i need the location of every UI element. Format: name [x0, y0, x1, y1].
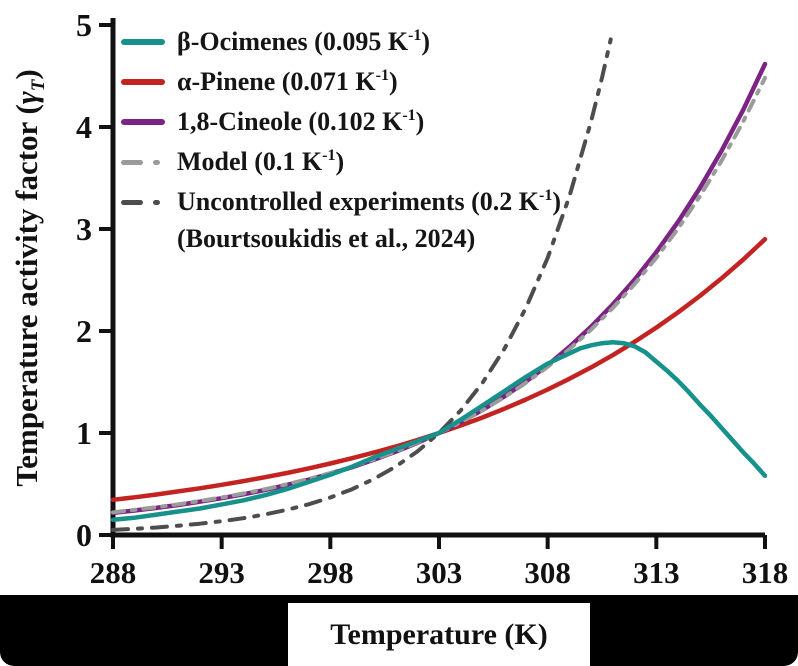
swatch-bar: [121, 119, 165, 125]
superscript: -1: [408, 27, 422, 44]
legend-item-uncontrolled-experiments-bourt: Uncontrolled experiments (0.2 K-1): [121, 182, 561, 222]
line-swatch: [121, 79, 167, 85]
legend-item-ocimenes: β-Ocimenes (0.095 K-1): [121, 22, 561, 62]
legend-item-model: Model (0.1 K-1): [121, 142, 561, 182]
y-tick-label: 0: [76, 517, 92, 553]
caption-bar: Temperature (K): [0, 595, 798, 666]
dashdot-line-swatch: [121, 159, 167, 165]
superscript: -1: [322, 147, 336, 164]
legend-label: β-Ocimenes (0.095 K-1): [177, 27, 431, 56]
y-axis-title-text: Temperature activity factor (: [9, 104, 44, 487]
line-swatch: [121, 119, 167, 125]
x-axis-title: Temperature (K): [330, 617, 548, 651]
legend-item-pinene: α-Pinene (0.071 K-1): [121, 62, 561, 102]
x-tick-label: 288: [90, 555, 137, 590]
swatch-bar: [121, 79, 165, 85]
swatch-dash: [121, 159, 143, 165]
y-axis-title-close: ): [9, 69, 44, 80]
x-tick-label: 298: [307, 555, 354, 590]
line-swatch: [121, 39, 167, 45]
legend-label: Model (0.1 K-1): [177, 147, 345, 176]
swatch-dot: [153, 159, 160, 165]
x-tick-label: 313: [633, 555, 680, 590]
swatch-dot: [153, 199, 160, 205]
dashdot-line-swatch: [121, 199, 167, 205]
gamma-symbol: γ: [9, 91, 44, 105]
superscript: -1: [375, 67, 389, 84]
legend-label: Uncontrolled experiments (0.2 K-1): [177, 187, 562, 216]
y-tick-label: 5: [76, 7, 92, 43]
gamma-subscript: T: [28, 79, 49, 92]
y-tick-label: 2: [76, 313, 92, 349]
x-tick-label: 303: [416, 555, 463, 590]
y-tick-label: 4: [76, 109, 92, 145]
curve-uncontrolled-experiments-bourt: [111, 37, 613, 532]
y-tick-label: 3: [76, 211, 92, 247]
x-tick-label: 318: [742, 555, 789, 590]
swatch-dash: [121, 199, 143, 205]
x-tick-label: 308: [524, 555, 571, 590]
plot-svg: 288 293 298 303 308 313 318 0 1 2 3 4 5: [76, 7, 789, 590]
superscript: -1: [402, 107, 416, 124]
superscript: -1: [539, 187, 553, 204]
legend-label: α-Pinene (0.071 K-1): [177, 67, 398, 96]
curve-ocimenes: [110, 339, 768, 522]
x-axis-title-box: Temperature (K): [288, 603, 590, 666]
x-tick-label: 293: [198, 555, 245, 590]
swatch-bar: [121, 39, 165, 45]
legend-label: 1,8-Cineole (0.102 K-1): [177, 107, 425, 136]
y-axis-title: Temperature activity factor (γT): [9, 69, 49, 487]
y-tick-label: 1: [76, 415, 92, 451]
legend: β-Ocimenes (0.095 K-1) α-Pinene (0.071 K-…: [121, 22, 561, 258]
legend-item-1-8-cineole: 1,8-Cineole (0.102 K-1): [121, 102, 561, 142]
legend-label-citation: (Bourtsoukidis et al., 2024): [177, 224, 476, 253]
